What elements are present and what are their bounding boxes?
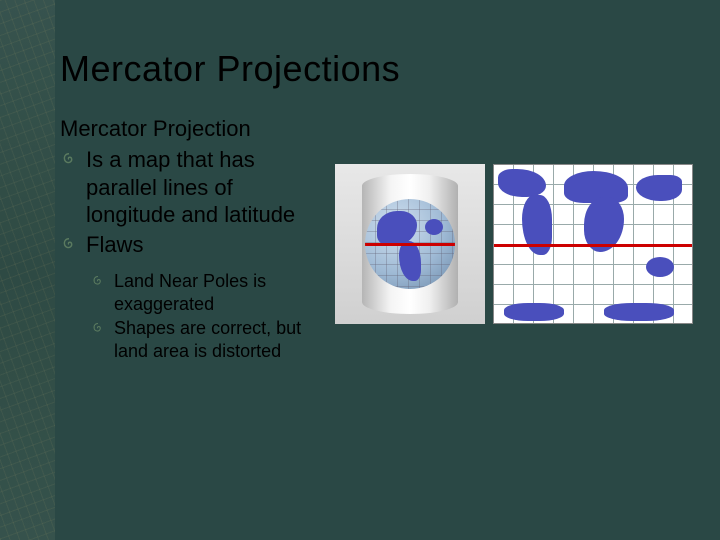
bullet-text: Flaws bbox=[86, 232, 143, 257]
swirl-bullet-icon bbox=[62, 237, 76, 251]
text-column: Mercator Projection Is a map that has pa… bbox=[60, 116, 315, 364]
landmass bbox=[504, 303, 564, 321]
subtitle: Mercator Projection bbox=[60, 116, 315, 142]
swirl-bullet-icon bbox=[92, 275, 104, 287]
landmass bbox=[399, 241, 421, 281]
landmass bbox=[604, 303, 674, 321]
equator-line bbox=[494, 244, 692, 247]
sub-bullet-item: Land Near Poles is exaggerated bbox=[92, 270, 315, 315]
mercator-map-figure bbox=[493, 164, 693, 324]
bullet-text: Is a map that has parallel lines of long… bbox=[86, 147, 295, 227]
globe-cylinder-figure bbox=[335, 164, 485, 324]
sub-bullet-list: Land Near Poles is exaggerated Shapes ar… bbox=[92, 270, 315, 362]
sub-bullet-text: Land Near Poles is exaggerated bbox=[114, 271, 266, 314]
globe-shape bbox=[365, 199, 455, 289]
landmass bbox=[636, 175, 682, 201]
sub-bullet-item: Shapes are correct, but land area is dis… bbox=[92, 317, 315, 362]
sub-bullet-text: Shapes are correct, but land area is dis… bbox=[114, 318, 301, 361]
illustration-column bbox=[335, 116, 693, 364]
equator-line bbox=[365, 243, 455, 246]
swirl-bullet-icon bbox=[92, 322, 104, 334]
content-row: Mercator Projection Is a map that has pa… bbox=[60, 116, 680, 364]
slide-title: Mercator Projections bbox=[60, 48, 680, 90]
bullet-item: Is a map that has parallel lines of long… bbox=[60, 146, 315, 229]
landmass bbox=[425, 219, 443, 235]
bullet-list: Is a map that has parallel lines of long… bbox=[60, 146, 315, 258]
slide-content: Mercator Projections Mercator Projection… bbox=[0, 0, 720, 540]
bullet-item: Flaws bbox=[60, 231, 315, 259]
landmass bbox=[646, 257, 674, 277]
swirl-bullet-icon bbox=[62, 152, 76, 166]
